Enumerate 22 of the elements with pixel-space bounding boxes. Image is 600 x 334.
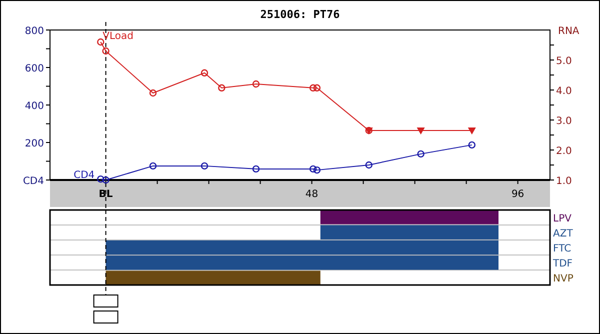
y-tick-label: 200	[24, 138, 44, 150]
y-tick-label: NVP	[553, 274, 574, 284]
y2-tick-label: 4.0	[556, 86, 572, 97]
series-label: VLoad	[102, 31, 134, 42]
y2-tick-label: 1.0	[556, 176, 572, 187]
y-tick-label: 600	[24, 64, 44, 74]
y2-axis-title: RNA	[558, 26, 580, 37]
y-tick-label: 400	[24, 101, 44, 112]
x-tick-label: BL	[98, 189, 114, 200]
y2-tick-label: 3.0	[556, 116, 572, 127]
x-tick-label: 96	[511, 189, 524, 200]
y2-tick-label: 2.0	[556, 146, 572, 157]
chart-title: 251006: PT76	[260, 8, 340, 21]
y-tick-label: FTC	[553, 244, 572, 254]
x-tick-label: 48	[305, 189, 318, 200]
series-label: CD4	[74, 170, 95, 182]
y-tick-label: LPV	[553, 214, 572, 224]
y-tick-label: TDF	[552, 258, 573, 270]
y-tick-label: CD4	[22, 176, 44, 187]
y2-tick-label: 5.0	[556, 56, 572, 67]
y-tick-label: 800	[24, 26, 44, 37]
y-tick-label: AZT	[553, 228, 574, 240]
